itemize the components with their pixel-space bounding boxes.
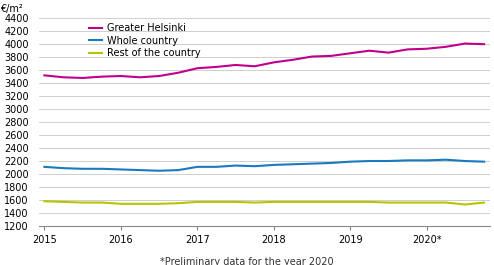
- Whole country: [118, 168, 124, 171]
- Greater Helsinki: [41, 74, 47, 77]
- Greater Helsinki: [481, 43, 487, 46]
- Greater Helsinki: [309, 55, 315, 58]
- Rest of the country: [385, 201, 391, 204]
- Whole country: [213, 165, 219, 169]
- Whole country: [347, 160, 353, 163]
- Whole country: [462, 160, 468, 163]
- Whole country: [405, 159, 411, 162]
- Whole country: [175, 169, 181, 172]
- Whole country: [481, 160, 487, 163]
- Rest of the country: [213, 200, 219, 204]
- Whole country: [385, 160, 391, 163]
- Text: €/m²: €/m²: [0, 4, 23, 14]
- Greater Helsinki: [118, 74, 124, 78]
- Whole country: [309, 162, 315, 165]
- Greater Helsinki: [194, 67, 200, 70]
- Rest of the country: [347, 200, 353, 204]
- Legend: Greater Helsinki, Whole country, Rest of the country: Greater Helsinki, Whole country, Rest of…: [88, 23, 201, 58]
- Whole country: [290, 163, 296, 166]
- Whole country: [367, 160, 372, 163]
- Rest of the country: [156, 202, 162, 205]
- Greater Helsinki: [462, 42, 468, 45]
- Whole country: [271, 163, 277, 166]
- Rest of the country: [118, 202, 124, 205]
- Greater Helsinki: [252, 65, 258, 68]
- Rest of the country: [405, 201, 411, 204]
- Whole country: [61, 167, 67, 170]
- Greater Helsinki: [233, 63, 239, 67]
- Greater Helsinki: [61, 76, 67, 79]
- Rest of the country: [252, 201, 258, 204]
- Rest of the country: [271, 200, 277, 204]
- Whole country: [156, 169, 162, 172]
- Whole country: [41, 165, 47, 169]
- Rest of the country: [233, 200, 239, 204]
- Rest of the country: [367, 200, 372, 204]
- Whole country: [443, 158, 449, 161]
- Greater Helsinki: [443, 45, 449, 48]
- Whole country: [328, 161, 334, 165]
- Greater Helsinki: [328, 54, 334, 58]
- Rest of the country: [462, 203, 468, 206]
- Rest of the country: [309, 200, 315, 204]
- Greater Helsinki: [347, 52, 353, 55]
- Rest of the country: [61, 200, 67, 204]
- Rest of the country: [443, 201, 449, 204]
- Greater Helsinki: [80, 76, 85, 80]
- Line: Whole country: Whole country: [44, 160, 484, 171]
- Greater Helsinki: [405, 48, 411, 51]
- Whole country: [99, 167, 105, 170]
- Greater Helsinki: [424, 47, 430, 50]
- Whole country: [137, 169, 143, 172]
- Rest of the country: [137, 202, 143, 205]
- Rest of the country: [424, 201, 430, 204]
- Greater Helsinki: [271, 61, 277, 64]
- Text: *Preliminary data for the year 2020: *Preliminary data for the year 2020: [160, 257, 334, 265]
- Rest of the country: [175, 202, 181, 205]
- Whole country: [424, 159, 430, 162]
- Greater Helsinki: [213, 65, 219, 69]
- Rest of the country: [328, 200, 334, 204]
- Rest of the country: [80, 201, 85, 204]
- Greater Helsinki: [290, 58, 296, 61]
- Whole country: [194, 165, 200, 169]
- Rest of the country: [194, 200, 200, 204]
- Whole country: [252, 165, 258, 168]
- Rest of the country: [41, 200, 47, 203]
- Rest of the country: [99, 201, 105, 204]
- Line: Rest of the country: Rest of the country: [44, 201, 484, 205]
- Greater Helsinki: [385, 51, 391, 54]
- Greater Helsinki: [175, 71, 181, 74]
- Whole country: [233, 164, 239, 167]
- Greater Helsinki: [99, 75, 105, 78]
- Rest of the country: [481, 201, 487, 204]
- Whole country: [80, 167, 85, 170]
- Rest of the country: [290, 200, 296, 204]
- Greater Helsinki: [367, 49, 372, 52]
- Line: Greater Helsinki: Greater Helsinki: [44, 43, 484, 78]
- Greater Helsinki: [137, 76, 143, 79]
- Greater Helsinki: [156, 74, 162, 78]
